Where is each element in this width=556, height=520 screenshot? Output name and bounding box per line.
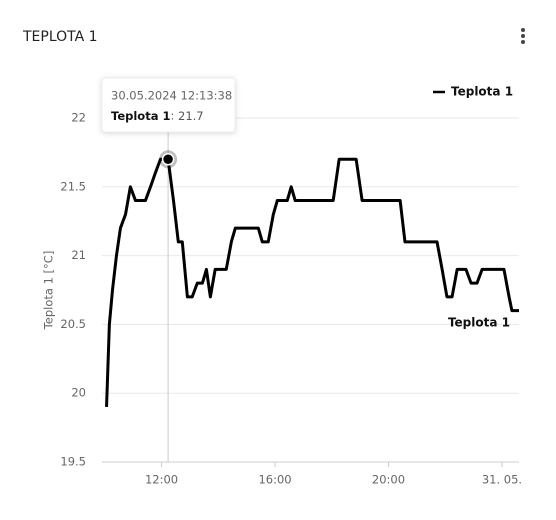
y-tick-label: 20.5 <box>60 317 86 331</box>
tooltip-date: 30.05.2024 12:13:38 <box>111 89 232 103</box>
y-tick-label: 22 <box>71 111 86 125</box>
menu-dot <box>521 34 525 38</box>
y-axis-label: Teplota 1 [°C] <box>42 251 56 331</box>
menu-button[interactable] <box>521 28 525 44</box>
y-tick-label: 21.5 <box>60 179 86 193</box>
x-tick-label: 31. 05. <box>482 473 522 487</box>
y-tick-label: 21 <box>71 248 86 262</box>
menu-dot <box>521 28 525 32</box>
x-tick-label: 20:00 <box>372 473 405 487</box>
tooltip: 30.05.2024 12:13:38 Teplota 1: 21.7 <box>101 77 236 133</box>
series-line <box>105 157 519 408</box>
tooltip-series: Teplota 1 <box>111 109 170 123</box>
widget-title: TEPLOTA 1 <box>22 29 98 45</box>
y-tick-label: 19.5 <box>60 455 86 469</box>
tooltip-number: 21.7 <box>178 109 204 123</box>
menu-dot <box>521 40 525 44</box>
tooltip-box <box>101 77 236 133</box>
hover-point <box>161 153 175 166</box>
x-tick-label: 16:00 <box>258 473 291 487</box>
tooltip-value: Teplota 1: 21.7 <box>111 109 204 123</box>
series-end-label: Teplota 1 <box>448 316 510 330</box>
legend-label: Teplota 1 <box>451 85 513 99</box>
x-tick-label: 12:00 <box>145 473 178 487</box>
y-tick-label: 20 <box>71 386 86 400</box>
